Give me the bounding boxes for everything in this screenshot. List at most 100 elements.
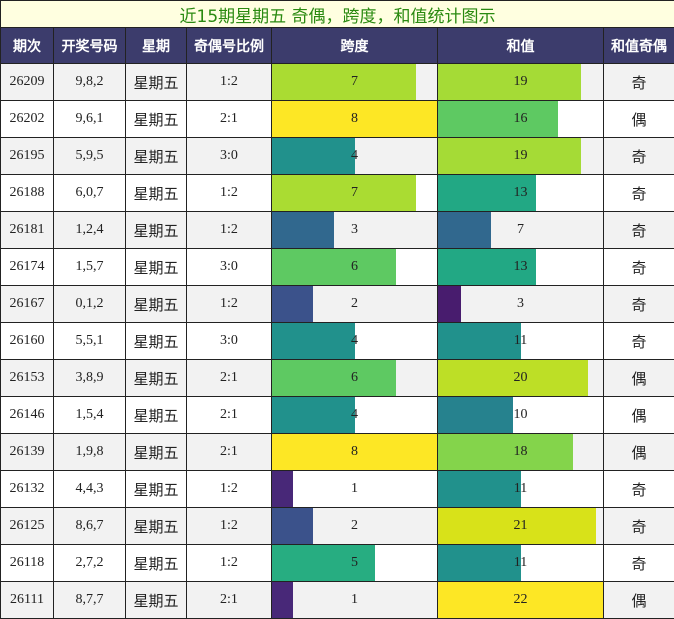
span-value: 4 [351, 333, 358, 348]
sum-bar [438, 582, 603, 618]
issue-cell: 26202 [0, 100, 54, 138]
sum-bar-cell: 22 [437, 581, 604, 619]
ratio-cell: 1:2 [186, 544, 272, 582]
span-value: 5 [351, 555, 358, 570]
issue-cell: 26111 [0, 581, 54, 619]
issue-cell: 26125 [0, 507, 54, 545]
sum-bar [438, 323, 521, 359]
span-bar-cell: 6 [271, 359, 438, 397]
ratio-cell: 1:2 [186, 63, 272, 101]
sum-bar [438, 212, 491, 248]
issue-cell: 26167 [0, 285, 54, 323]
span-value: 2 [351, 518, 358, 533]
sum-bar-cell: 19 [437, 63, 604, 101]
numbers-cell: 4,4,3 [53, 470, 126, 508]
table-row: 26181 1,2,4 星期五 1:2 3 7 奇 [0, 211, 674, 249]
table-row: 26195 5,9,5 星期五 3:0 4 19 奇 [0, 137, 674, 175]
sum-bar-cell: 19 [437, 137, 604, 175]
header-parity: 和值奇偶 [602, 27, 674, 64]
sum-bar [438, 101, 558, 137]
sum-value: 13 [513, 259, 528, 274]
sum-parity-cell: 偶 [602, 359, 674, 397]
sum-parity-cell: 奇 [602, 248, 674, 286]
table-row: 26118 2,7,2 星期五 1:2 5 11 奇 [0, 544, 674, 582]
span-bar [272, 101, 437, 137]
span-bar-cell: 8 [271, 100, 438, 138]
span-bar-cell: 4 [271, 322, 438, 360]
sum-value: 10 [513, 407, 528, 422]
sum-bar-cell: 13 [437, 174, 604, 212]
span-bar [272, 212, 334, 248]
weekday-cell: 星期五 [125, 137, 187, 175]
numbers-cell: 6,0,7 [53, 174, 126, 212]
span-bar-cell: 3 [271, 211, 438, 249]
span-bar [272, 249, 396, 285]
ratio-cell: 1:2 [186, 174, 272, 212]
span-bar-cell: 6 [271, 248, 438, 286]
ratio-cell: 3:0 [186, 322, 272, 360]
sum-parity-cell: 偶 [602, 433, 674, 471]
weekday-cell: 星期五 [125, 285, 187, 323]
table-row: 26125 8,6,7 星期五 1:2 2 21 奇 [0, 507, 674, 545]
numbers-cell: 0,1,2 [53, 285, 126, 323]
span-bar-cell: 1 [271, 581, 438, 619]
span-bar-cell: 1 [271, 470, 438, 508]
numbers-cell: 1,5,4 [53, 396, 126, 434]
issue-cell: 26195 [0, 137, 54, 175]
span-bar-cell: 4 [271, 396, 438, 434]
sum-bar [438, 360, 588, 396]
span-value: 7 [351, 185, 358, 200]
span-bar-cell: 5 [271, 544, 438, 582]
issue-cell: 26146 [0, 396, 54, 434]
sum-bar-cell: 7 [437, 211, 604, 249]
span-bar-cell: 8 [271, 433, 438, 471]
table-row: 26132 4,4,3 星期五 1:2 1 11 奇 [0, 470, 674, 508]
sum-bar [438, 434, 573, 470]
span-bar [272, 545, 376, 581]
table-row: 26167 0,1,2 星期五 1:2 2 3 奇 [0, 285, 674, 323]
numbers-cell: 1,9,8 [53, 433, 126, 471]
weekday-cell: 星期五 [125, 248, 187, 286]
span-bar-cell: 7 [271, 174, 438, 212]
header-sum: 和值 [437, 27, 604, 64]
sum-parity-cell: 奇 [602, 174, 674, 212]
weekday-cell: 星期五 [125, 100, 187, 138]
numbers-cell: 2,7,2 [53, 544, 126, 582]
span-value: 3 [351, 222, 358, 237]
span-value: 1 [351, 481, 358, 496]
sum-parity-cell: 偶 [602, 396, 674, 434]
header-weekday: 星期 [125, 27, 187, 64]
header-numbers: 开奖号码 [53, 27, 126, 64]
sum-value: 20 [513, 370, 528, 385]
header-row: 期次 开奖号码 星期 奇偶号比例 跨度 和值 和值奇偶 [0, 27, 674, 64]
issue-cell: 26174 [0, 248, 54, 286]
sum-parity-cell: 奇 [602, 211, 674, 249]
ratio-cell: 3:0 [186, 137, 272, 175]
sum-parity-cell: 奇 [602, 544, 674, 582]
header-ratio: 奇偶号比例 [186, 27, 272, 64]
sum-parity-cell: 奇 [602, 137, 674, 175]
issue-cell: 26209 [0, 63, 54, 101]
issue-cell: 26132 [0, 470, 54, 508]
numbers-cell: 9,8,2 [53, 63, 126, 101]
span-value: 4 [351, 148, 358, 163]
sum-bar [438, 545, 521, 581]
sum-bar-cell: 20 [437, 359, 604, 397]
sum-bar-cell: 16 [437, 100, 604, 138]
sum-parity-cell: 偶 [602, 100, 674, 138]
weekday-cell: 星期五 [125, 396, 187, 434]
numbers-cell: 8,7,7 [53, 581, 126, 619]
issue-cell: 26160 [0, 322, 54, 360]
weekday-cell: 星期五 [125, 581, 187, 619]
sum-parity-cell: 奇 [602, 322, 674, 360]
span-bar [272, 397, 355, 433]
sum-value: 13 [513, 185, 528, 200]
sum-value: 3 [517, 296, 524, 311]
sum-bar [438, 249, 536, 285]
sum-value: 11 [513, 555, 528, 570]
sum-parity-cell: 奇 [602, 507, 674, 545]
weekday-cell: 星期五 [125, 470, 187, 508]
numbers-cell: 1,5,7 [53, 248, 126, 286]
